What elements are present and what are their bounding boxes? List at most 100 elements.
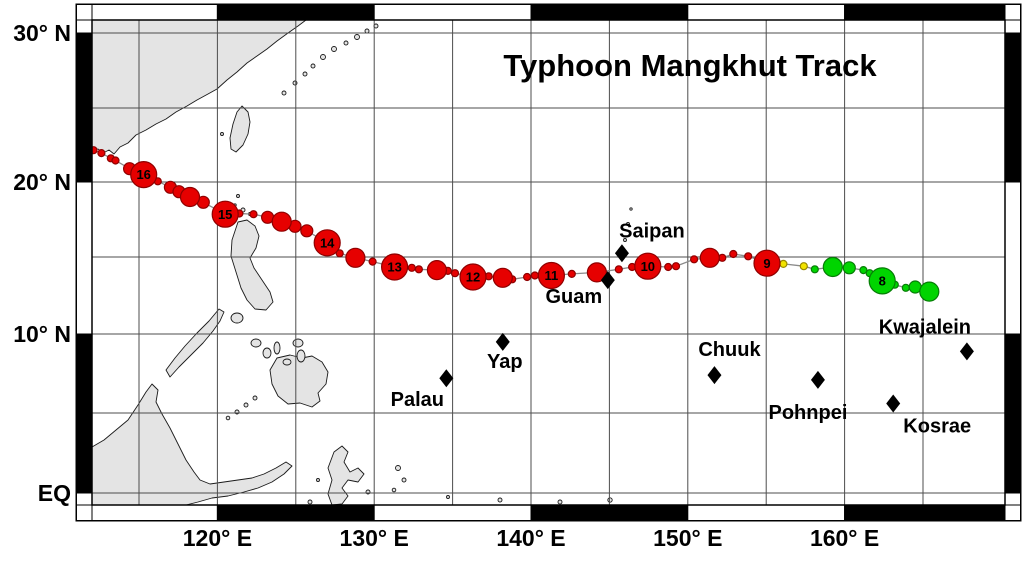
frame-band-segment [687, 504, 846, 521]
island-bohol [282, 358, 292, 366]
track-point-day-14 [313, 229, 341, 257]
island-cebu [273, 341, 281, 355]
track-point [530, 271, 540, 280]
island-marker-palau [439, 369, 454, 388]
lat-label-20n: 20° N [13, 169, 71, 195]
track-point-day-16 [130, 161, 158, 189]
track-point-day-9 [753, 249, 781, 277]
track-day-label: 13 [387, 260, 401, 275]
frame-band-segment [530, 504, 689, 521]
track-point [779, 259, 788, 268]
typhoon-track: 16 15 14 13 12 11 10 9 8 [92, 146, 940, 302]
track-point [614, 265, 623, 274]
track-point [842, 261, 856, 275]
track-point [689, 255, 699, 264]
track-point [729, 249, 738, 259]
track-point [810, 265, 819, 274]
track-point-day-13 [381, 253, 409, 281]
track-point [249, 210, 258, 219]
lon-label-130e: 130° E [340, 525, 409, 551]
track-point [901, 283, 910, 292]
island-marker-guam [600, 271, 615, 290]
track-day-label: 10 [641, 259, 655, 274]
map-title: Typhoon Mangkhut Track [503, 48, 877, 83]
track-point [567, 269, 576, 278]
frame-band-segment [76, 492, 93, 506]
land-shapes [92, 20, 633, 505]
frame-band-segment [216, 4, 375, 21]
island-label-yap: Yap [487, 351, 523, 373]
island-label-guam: Guam [545, 286, 602, 308]
track-point [407, 263, 416, 272]
frame-band-segment [76, 181, 93, 335]
lat-label-30n: 30° N [13, 20, 71, 46]
frame-band-segment [1004, 492, 1021, 506]
lon-label-140e: 140° E [496, 525, 565, 551]
track-point [822, 256, 843, 278]
track-day-label: 9 [763, 256, 770, 271]
track-point [671, 262, 681, 271]
island-label-kwajalein: Kwajalein [879, 316, 971, 338]
track-point [111, 156, 120, 165]
island-marker-chuuk [707, 366, 722, 385]
gridlines [92, 20, 1005, 505]
landmass-sulawesi [327, 445, 365, 505]
landmass-mindanao [269, 354, 329, 408]
island-label-saipan: Saipan [619, 220, 685, 242]
frame-band-segment [373, 4, 532, 21]
island-label-palau: Palau [391, 389, 444, 411]
track-point [335, 249, 344, 258]
island-label-kosrae: Kosrae [903, 416, 971, 438]
track-point [799, 262, 808, 271]
track-day-label: 11 [545, 268, 559, 283]
frame-band-segment [530, 4, 689, 21]
frame-band-segment [1004, 333, 1021, 494]
track-point [492, 267, 513, 288]
frame-band-segment [76, 32, 93, 183]
frame-band-segment [373, 504, 532, 521]
landmass-china [92, 20, 307, 155]
track-day-label: 8 [879, 274, 886, 289]
island-negros [262, 347, 272, 359]
track-point [92, 146, 98, 155]
landmass-taiwan [229, 105, 251, 153]
frame-band-segment [76, 19, 93, 34]
frame-band-segment [216, 504, 375, 521]
lat-label-eq: EQ [38, 480, 71, 506]
frame-band-segment [1004, 32, 1021, 183]
track-point [586, 262, 608, 283]
track-point [426, 260, 447, 281]
track-point [699, 247, 720, 268]
lon-label-160e: 160° E [810, 525, 879, 551]
frame-band-segment [1004, 181, 1021, 335]
track-day-label: 14 [320, 235, 335, 250]
lat-label-10n: 10° N [13, 321, 71, 347]
lon-label-120e: 120° E [183, 525, 252, 551]
frame-band-segment [91, 504, 218, 521]
track-point [368, 257, 377, 266]
frame-corner [1004, 504, 1021, 521]
frame-corner [1004, 4, 1021, 21]
track-day-label: 16 [136, 167, 150, 182]
island-mindoro [230, 312, 244, 324]
island-marker-kwajalein [959, 342, 974, 361]
frame-band-segment [844, 4, 1006, 21]
island-leyte [296, 349, 306, 363]
track-point [414, 265, 423, 274]
frame-band-segment [844, 504, 1006, 521]
landmass-borneo [92, 383, 293, 505]
track-point [450, 269, 460, 278]
track-point [744, 252, 753, 261]
track-point [919, 281, 940, 302]
track-point-day-11 [537, 261, 566, 290]
track-point [271, 211, 292, 232]
island-samar [292, 338, 304, 348]
track-point-day-8 [868, 267, 896, 295]
frame-corner [76, 504, 93, 521]
island-marker-pohnpei [810, 370, 825, 389]
track-point [97, 149, 106, 158]
frame-corner [76, 4, 93, 21]
track-day-label: 12 [466, 270, 480, 285]
